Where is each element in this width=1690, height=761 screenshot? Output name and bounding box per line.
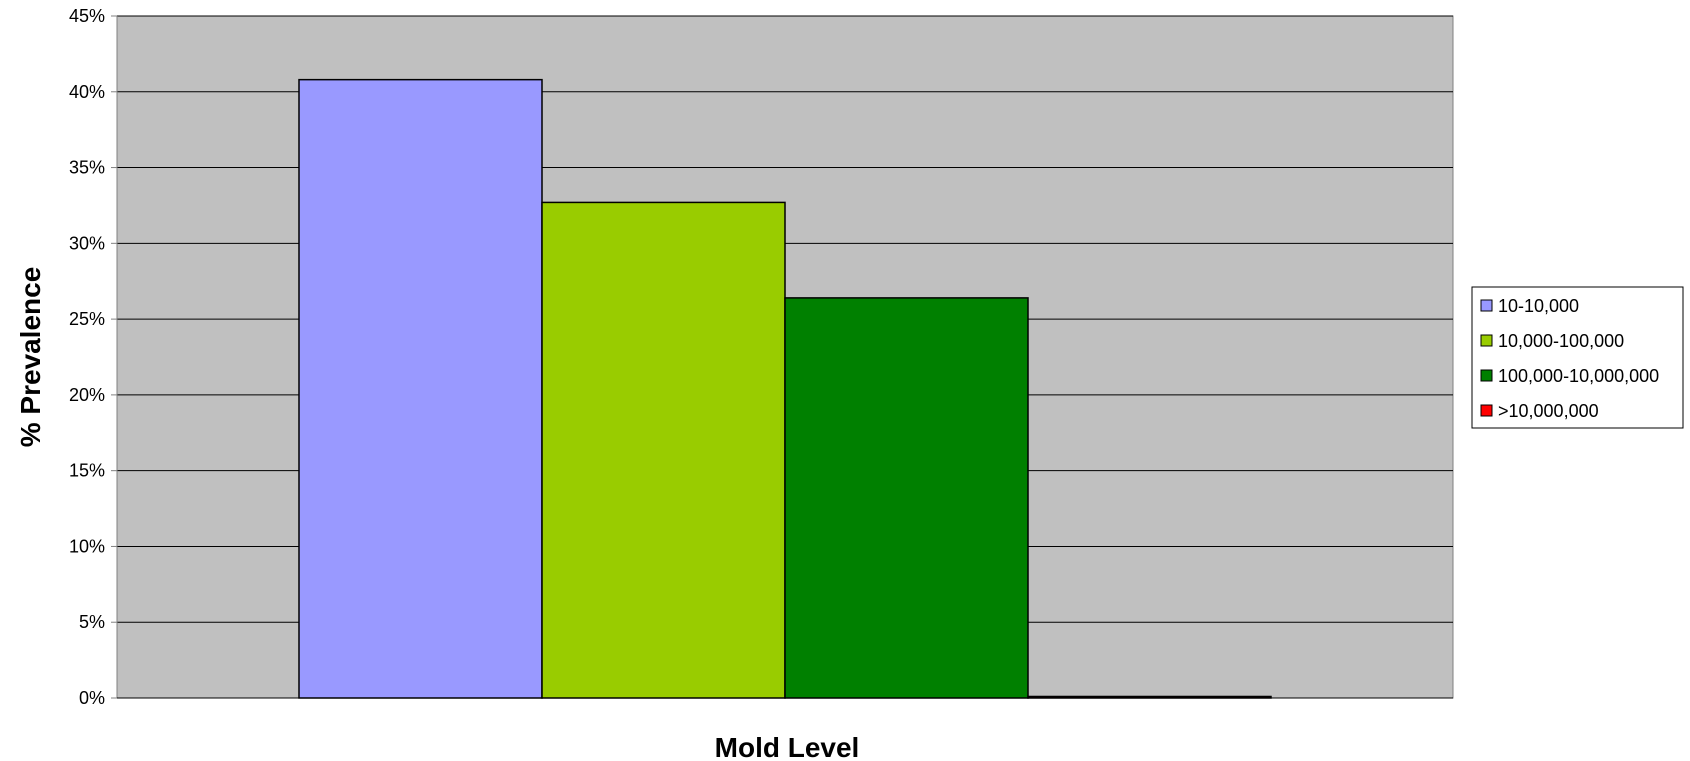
y-axis-title: % Prevalence [15,267,46,448]
y-tick-label: 0% [79,688,105,708]
legend-swatch [1480,334,1493,347]
y-tick-label: 40% [69,82,105,102]
legend-label: 10-10,000 [1498,296,1579,316]
legend-label: 100,000-10,000,000 [1498,366,1659,386]
legend-label: >10,000,000 [1498,401,1599,421]
y-tick-label: 10% [69,536,105,556]
bar [298,78,543,699]
y-tick-label: 45% [69,6,105,26]
bars [298,78,1272,699]
x-axis-title: Mold Level [715,732,860,761]
legend: 10-10,000 10,000-100,000 100,000-10,000,00… [1471,286,1684,429]
y-tick-label: 30% [69,233,105,253]
legend-items: 10-10,000 10,000-100,000 100,000-10,000,00… [1480,296,1659,421]
y-tick-label: 20% [69,385,105,405]
legend-label: 10,000-100,000 [1498,331,1624,351]
bar [541,201,786,699]
y-tick-label: 5% [79,612,105,632]
legend-swatch [1480,404,1493,417]
y-axis-ticks: 0% 5% 10% 15% 20% 25% 30% 35% 40% 45% [69,6,117,708]
y-tick-label: 15% [69,461,105,481]
legend-swatch [1480,299,1493,312]
y-tick-label: 35% [69,158,105,178]
legend-swatch [1480,369,1493,382]
legend-box [1471,286,1684,429]
y-tick-label: 25% [69,309,105,329]
bar [784,297,1029,699]
